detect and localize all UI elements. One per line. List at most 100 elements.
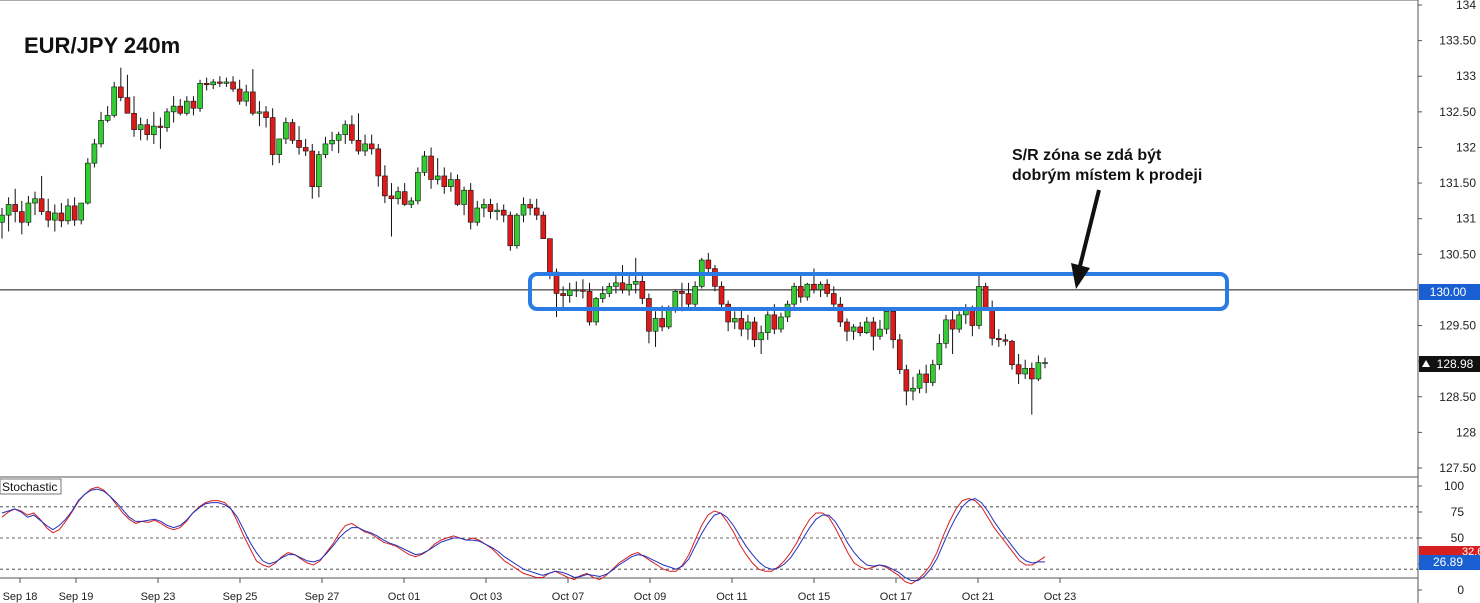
candle xyxy=(573,281,580,298)
candle-body xyxy=(487,204,494,212)
candle xyxy=(646,293,652,344)
candle-body xyxy=(929,364,936,383)
candle-body xyxy=(78,202,85,221)
stochastic-lines xyxy=(1,486,1046,585)
candle xyxy=(236,79,243,105)
candle xyxy=(943,314,949,349)
candle xyxy=(448,172,454,192)
candle-body xyxy=(45,211,52,221)
candle xyxy=(118,67,124,102)
candle xyxy=(514,212,520,249)
candle xyxy=(494,203,500,221)
stochastic-tick-label: 100 xyxy=(1444,479,1464,493)
candle-body xyxy=(309,150,316,187)
candle xyxy=(124,74,131,114)
candle-body xyxy=(85,162,91,204)
hline-price-text: 130.00 xyxy=(1430,285,1467,299)
triangle-up-icon xyxy=(1422,360,1430,367)
price-tick-label: 133.50 xyxy=(1439,34,1476,48)
candle-body xyxy=(1022,367,1028,375)
time-tick-label: Oct 07 xyxy=(552,591,584,603)
candle-body xyxy=(5,204,12,216)
candle xyxy=(335,131,342,154)
candle xyxy=(157,117,164,149)
time-tick-label: Sep 23 xyxy=(141,591,176,603)
candle-body xyxy=(190,100,197,109)
price-tick-label: 128 xyxy=(1456,425,1476,439)
stochastic-blue-value: 26.89 xyxy=(1433,555,1463,569)
candle xyxy=(428,147,434,189)
candle-body xyxy=(705,259,712,269)
candle xyxy=(1035,355,1042,382)
candle-body xyxy=(104,115,111,121)
candle xyxy=(316,151,322,198)
candle xyxy=(500,204,507,223)
candle-body xyxy=(586,291,593,323)
sr-zone-box[interactable] xyxy=(528,272,1229,311)
candle xyxy=(791,282,797,310)
candle xyxy=(421,151,428,176)
candle xyxy=(91,138,98,168)
candle xyxy=(995,329,1002,347)
candle-body xyxy=(566,289,573,296)
candle-body xyxy=(494,209,500,212)
stochastic-series-line xyxy=(1,486,1046,585)
candle-body xyxy=(164,111,170,128)
candle-body xyxy=(982,286,989,309)
time-tick-label: Oct 17 xyxy=(880,591,912,603)
candle xyxy=(368,134,375,155)
candle-body xyxy=(223,81,230,84)
candle xyxy=(137,117,144,141)
candle-body xyxy=(448,179,454,187)
stochastic-levels xyxy=(0,506,1418,570)
candle xyxy=(1022,359,1028,379)
candle xyxy=(111,81,118,118)
candle-body xyxy=(863,321,870,333)
candle-body xyxy=(613,282,619,287)
stochastic-tick-label: 50 xyxy=(1451,531,1465,545)
candle-body xyxy=(758,332,764,341)
candle-body xyxy=(639,281,646,299)
candle-body xyxy=(302,147,309,152)
candle-body xyxy=(606,286,613,294)
candle-body xyxy=(830,293,837,305)
candle xyxy=(731,311,738,330)
price-tick-label: 128.50 xyxy=(1439,390,1476,404)
candle xyxy=(738,307,745,337)
stochastic-label: Stochastic xyxy=(2,480,57,494)
candle-body xyxy=(210,81,217,86)
candle xyxy=(520,197,527,223)
candle-body xyxy=(250,91,256,114)
price-tick-label: 129.50 xyxy=(1439,319,1476,333)
candle-body xyxy=(335,134,342,141)
candle-body xyxy=(243,91,250,102)
candle-body xyxy=(989,307,995,339)
candle-body xyxy=(1009,340,1015,366)
candle xyxy=(877,319,883,340)
candle-body xyxy=(289,122,296,141)
candle-body xyxy=(269,117,276,155)
candle-body xyxy=(969,309,976,326)
candle-body xyxy=(197,83,203,109)
candle xyxy=(177,99,184,116)
time-tick-label: Oct 15 xyxy=(798,591,830,603)
candle xyxy=(467,183,474,230)
time-tick-label: Sep 18 xyxy=(3,591,38,603)
candle-body xyxy=(137,124,144,130)
candle-body xyxy=(401,191,408,205)
candle xyxy=(415,167,421,205)
candle-body xyxy=(203,83,210,86)
candle-body xyxy=(1035,362,1042,380)
candle xyxy=(580,279,586,299)
candle-body xyxy=(177,105,184,114)
candle-body xyxy=(718,286,725,305)
candle-body xyxy=(322,143,329,155)
time-axis: Sep 18 Sep 19 Sep 23 Sep 25 Sep 27 Oct 01 Oct … xyxy=(3,578,1076,603)
arrow-icon xyxy=(1071,189,1101,289)
candle-body xyxy=(520,204,527,216)
candle-body xyxy=(936,343,943,366)
candle xyxy=(599,286,606,303)
candle-body xyxy=(19,211,25,223)
candle-body xyxy=(362,143,368,152)
